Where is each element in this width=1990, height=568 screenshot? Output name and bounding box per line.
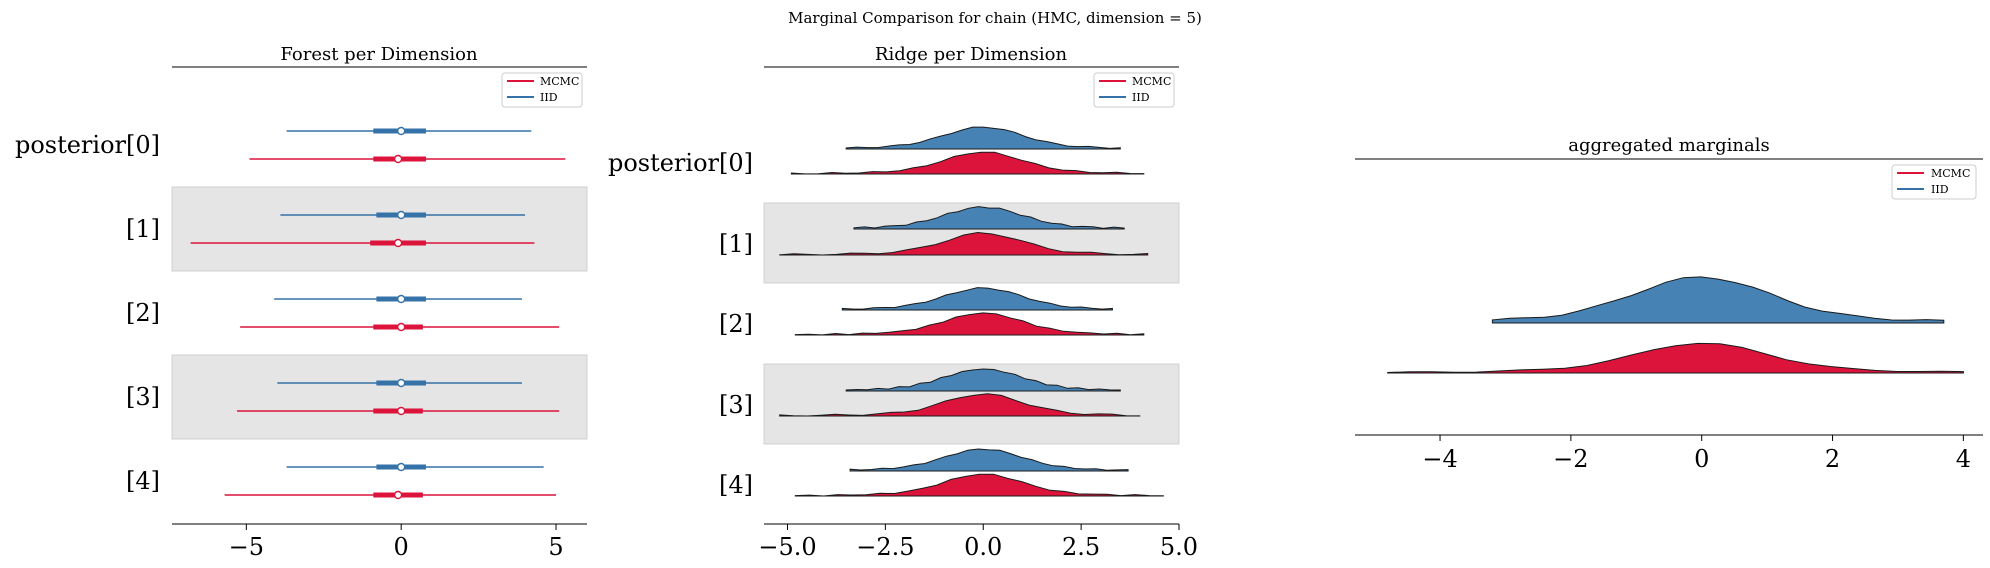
aggregated-density-iid: [1491, 276, 1945, 324]
ridge-legend: MCMC IID: [1093, 72, 1175, 108]
forest-x-tick-label-1: 0: [394, 533, 409, 561]
aggregated-x-tick-label-4: 4: [1956, 445, 1971, 473]
aggregated-x-tick-label-2: 0: [1694, 445, 1709, 473]
forest-row-bands: [171, 186, 588, 440]
forest-median-iid-0: [396, 126, 406, 136]
forest-y-label-1: [1]: [126, 215, 160, 243]
forest-x-tick-label-2: 5: [548, 533, 563, 561]
ridge-density-mcmc-0: [790, 151, 1145, 175]
ridge-density-mcmc-2: [794, 312, 1145, 336]
ridge-density-iid-1: [853, 206, 1125, 230]
aggregated-legend-mcmc-label: MCMC: [1931, 167, 1970, 180]
ridge-density-iid-4: [849, 448, 1129, 472]
forest-median-iid-4: [396, 462, 406, 472]
forest-y-tick-labels: posterior[0] [1] [2] [3] [4]: [15, 131, 160, 495]
ridge-x-tick-label-3: 2.5: [1062, 533, 1100, 561]
forest-median-mcmc-4: [393, 490, 403, 500]
forest-median-mcmc-2: [396, 322, 406, 332]
forest-median-iid-3: [396, 378, 406, 388]
aggregated-title: aggregated marginals: [1568, 135, 1769, 156]
ridge-y-label-4: [4]: [719, 471, 753, 499]
forest-y-label-4: [4]: [126, 467, 160, 495]
ridge-density-mcmc-1: [779, 231, 1149, 256]
forest-title: Forest per Dimension: [280, 44, 478, 65]
ridge-legend-iid-label: IID: [1132, 91, 1150, 104]
ridge-density-mcmc-4: [794, 473, 1164, 497]
forest-median-mcmc-0: [393, 154, 403, 164]
forest-panel: Forest per Dimension posterior[0] [1] [2] […: [15, 44, 588, 561]
ridge-y-label-1: [1]: [719, 230, 753, 258]
ridge-legend-mcmc-label: MCMC: [1132, 75, 1171, 88]
ridge-density-iid-0: [845, 126, 1121, 150]
ridge-x-tick-label-0: −5.0: [758, 533, 816, 561]
aggregated-x-tick-label-0: −4: [1422, 445, 1457, 473]
forest-x-tick-label-0: −5: [229, 533, 264, 561]
forest-legend-mcmc-label: MCMC: [540, 75, 579, 88]
ridge-density-iid-2: [841, 287, 1113, 311]
ridge-x-tick-label-4: 5.0: [1160, 533, 1198, 561]
forest-legend-iid-label: IID: [540, 91, 558, 104]
forest-x-ticks: −5 0 5: [229, 524, 564, 561]
forest-median-mcmc-1: [393, 238, 403, 248]
forest-marks: [190, 126, 566, 500]
ridge-title: Ridge per Dimension: [875, 44, 1068, 65]
ridge-y-label-3: [3]: [719, 391, 753, 419]
aggregated-legend-iid-label: IID: [1931, 183, 1949, 196]
aggregated-marks: [1387, 276, 1964, 374]
ridge-x-ticks: −5.0 −2.5 0.0 2.5 5.0: [758, 524, 1198, 561]
ridge-panel: Ridge per Dimension posterior[0] [1] [2] [3…: [608, 44, 1198, 561]
forest-y-label-2: [2]: [126, 299, 160, 327]
aggregated-x-ticks: −4 −2 0 2 4: [1422, 435, 1971, 473]
ridge-y-tick-labels: posterior[0] [1] [2] [3] [4]: [608, 149, 753, 499]
ridge-y-label-2: [2]: [719, 310, 753, 338]
forest-band-1: [171, 186, 588, 272]
forest-y-label-3: [3]: [126, 383, 160, 411]
aggregated-x-tick-label-1: −2: [1553, 445, 1588, 473]
aggregated-density-mcmc: [1387, 342, 1964, 374]
ridge-density-iid-3: [845, 368, 1121, 392]
figure-suptitle: Marginal Comparison for chain (HMC, dime…: [788, 9, 1202, 27]
ridge-x-tick-label-2: 0.0: [964, 533, 1002, 561]
forest-y-label-0: posterior[0]: [15, 131, 160, 159]
ridge-x-tick-label-1: −2.5: [856, 533, 914, 561]
aggregated-panel: aggregated marginals −4 −2 0 2 4 MCMC IID: [1355, 135, 1983, 473]
ridge-y-label-0: posterior[0]: [608, 149, 753, 177]
aggregated-x-tick-label-3: 2: [1825, 445, 1840, 473]
ridge-row-bands: [763, 202, 1180, 445]
forest-median-iid-2: [396, 294, 406, 304]
forest-median-iid-1: [396, 210, 406, 220]
forest-median-mcmc-3: [396, 406, 406, 416]
ridge-density-mcmc-3: [779, 393, 1141, 417]
forest-band-3: [171, 354, 588, 440]
aggregated-legend: MCMC IID: [1891, 164, 1977, 200]
forest-legend: MCMC IID: [501, 72, 583, 108]
ridge-marks: [779, 126, 1164, 497]
